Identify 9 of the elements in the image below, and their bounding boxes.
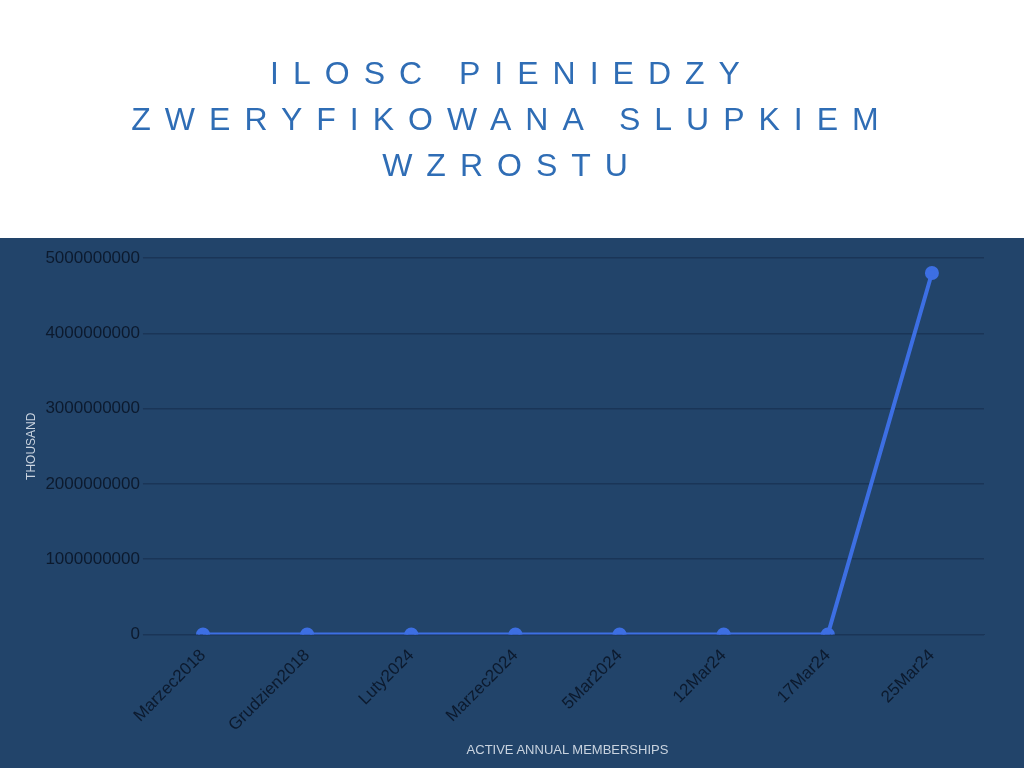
y-tick-label: 4000000000 [45, 322, 140, 342]
y-tick-label: 3000000000 [45, 398, 140, 418]
x-axis-title: ACTIVE ANNUAL MEMBERSHIPS [466, 741, 669, 757]
y-tick-label: 1000000000 [45, 548, 140, 568]
y-tick-label: 2000000000 [45, 473, 140, 493]
y-axis-title: THOUSAND [23, 412, 38, 480]
y-tick-label: 0 [130, 624, 140, 644]
chart-title: ILOSC PIENIEDZY ZWERYFIKOWANA SLUPKIEM WZROSTU [130, 54, 894, 185]
y-tick-label: 5000000000 [45, 247, 140, 267]
